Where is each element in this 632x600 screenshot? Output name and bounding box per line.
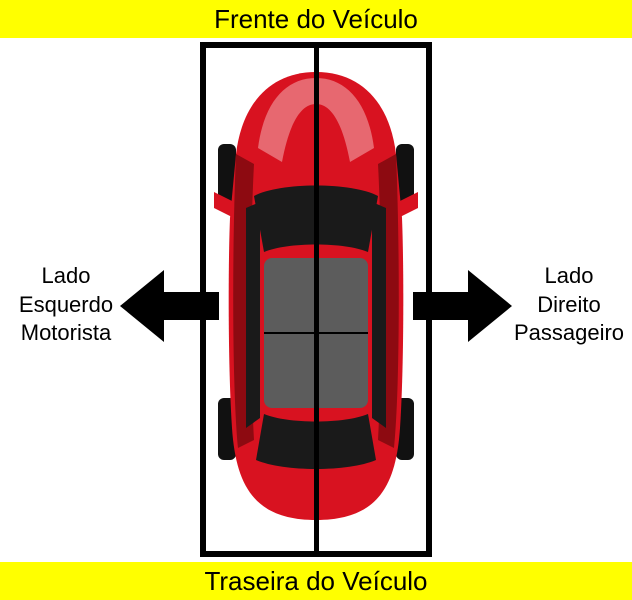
left-line-3: Motorista [6,319,126,348]
left-line-1: Lado [6,262,126,291]
right-line-1: Lado [506,262,632,291]
left-line-2: Esquerdo [6,291,126,320]
center-divider [314,42,319,557]
front-banner-text: Frente do Veículo [214,4,418,34]
right-line-3: Passageiro [506,319,632,348]
rear-banner-text: Traseira do Veículo [204,566,427,596]
left-arrow-icon [120,270,219,342]
right-arrow-icon [413,270,512,342]
right-line-2: Direito [506,291,632,320]
right-side-label: Lado Direito Passageiro [506,262,632,348]
rear-banner: Traseira do Veículo [0,562,632,600]
left-side-label: Lado Esquerdo Motorista [6,262,126,348]
front-banner: Frente do Veículo [0,0,632,38]
